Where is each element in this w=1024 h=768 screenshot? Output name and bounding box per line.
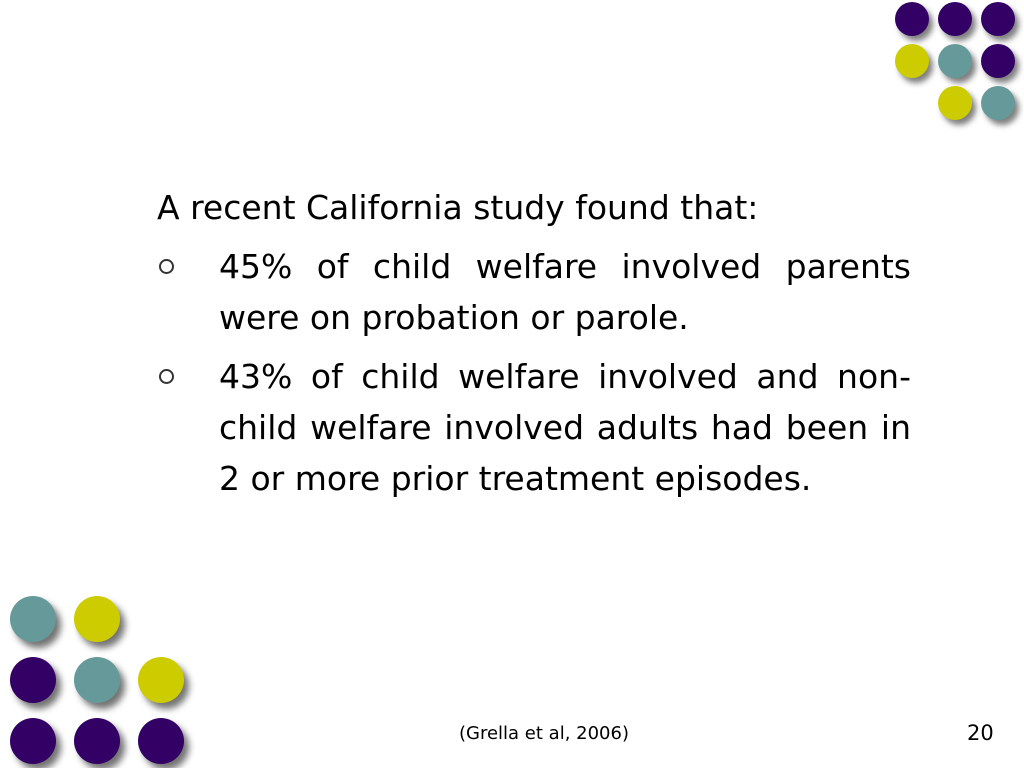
dot-teal bbox=[10, 596, 56, 642]
dot-purple bbox=[938, 2, 972, 36]
bullet-item: 43% of child welfare involved and non-ch… bbox=[157, 351, 911, 504]
dot-purple bbox=[981, 2, 1015, 36]
intro-text: A recent California study found that: bbox=[157, 188, 759, 227]
citation: (Grella et al, 2006) bbox=[459, 723, 629, 744]
dot-yellow bbox=[895, 44, 929, 78]
dot-teal bbox=[981, 86, 1015, 120]
dot-purple bbox=[981, 44, 1015, 78]
dot-yellow bbox=[938, 86, 972, 120]
dot-purple bbox=[10, 718, 56, 764]
dot-purple bbox=[138, 718, 184, 764]
dot-yellow bbox=[138, 657, 184, 703]
dot-purple bbox=[74, 718, 120, 764]
slide-content: A recent California study found that: 45… bbox=[157, 182, 911, 512]
hollow-circle-bullet-icon bbox=[159, 369, 174, 384]
dot-purple bbox=[10, 657, 56, 703]
bullet-list: 45% of child welfare involved parents we… bbox=[157, 241, 911, 504]
slide-number: 20 bbox=[967, 721, 994, 745]
bullet-text: 45% of child welfare involved parents we… bbox=[219, 247, 911, 337]
dot-yellow bbox=[74, 596, 120, 642]
hollow-circle-bullet-icon bbox=[159, 259, 174, 274]
bullet-item: 45% of child welfare involved parents we… bbox=[157, 241, 911, 343]
bullet-text: 43% of child welfare involved and non-ch… bbox=[219, 357, 911, 498]
dot-teal bbox=[74, 657, 120, 703]
dot-purple bbox=[895, 2, 929, 36]
dot-teal bbox=[938, 44, 972, 78]
